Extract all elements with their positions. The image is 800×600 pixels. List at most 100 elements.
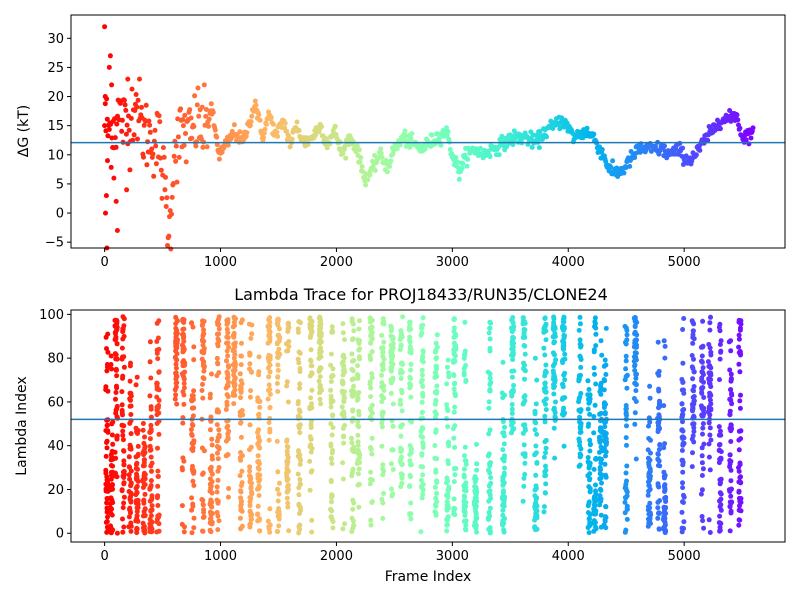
lambda-point bbox=[445, 461, 451, 467]
lambda-point bbox=[502, 392, 507, 398]
delta-g-point bbox=[359, 164, 365, 169]
delta-g-point bbox=[103, 193, 109, 199]
lambda-point bbox=[148, 414, 154, 420]
lambda-point bbox=[451, 372, 457, 378]
lambda-point bbox=[461, 474, 467, 480]
delta-g-point bbox=[429, 132, 435, 138]
lambda-point bbox=[486, 399, 492, 405]
delta-g-x-tick-label: 4000 bbox=[552, 255, 585, 270]
lambda-point bbox=[486, 451, 492, 457]
lambda-point bbox=[533, 472, 539, 478]
delta-g-point bbox=[261, 130, 267, 136]
lambda-point bbox=[718, 521, 724, 526]
lambda-point bbox=[501, 488, 506, 494]
lambda-point bbox=[209, 371, 214, 377]
lambda-point bbox=[237, 473, 243, 479]
lambda-point bbox=[718, 480, 723, 486]
delta-g-point bbox=[163, 174, 168, 180]
lambda-point bbox=[317, 323, 323, 329]
lambda-point bbox=[487, 336, 493, 342]
lambda-point bbox=[707, 320, 713, 326]
delta-g-point bbox=[102, 94, 108, 99]
delta-g-y-tick-label: 30 bbox=[47, 32, 64, 47]
lambda-point bbox=[296, 449, 302, 455]
lambda-point bbox=[128, 393, 134, 399]
lambda-point bbox=[623, 366, 629, 372]
lambda-point bbox=[133, 382, 139, 388]
lambda-point bbox=[154, 495, 160, 501]
delta-g-point bbox=[180, 117, 186, 123]
delta-g-y-tick-label: 5 bbox=[56, 177, 64, 192]
lambda-point bbox=[577, 337, 583, 343]
lambda-point bbox=[380, 500, 386, 506]
delta-g-point bbox=[705, 137, 711, 143]
lambda-point bbox=[201, 362, 207, 368]
lambda-point bbox=[120, 432, 126, 438]
lambda-point bbox=[543, 407, 549, 413]
lambda-point bbox=[532, 503, 538, 509]
lambda-point bbox=[521, 442, 527, 448]
lambda-point bbox=[112, 324, 118, 329]
lambda-point bbox=[340, 460, 346, 466]
delta-g-point bbox=[187, 107, 193, 113]
lambda-point bbox=[603, 362, 609, 368]
lambda-point bbox=[718, 449, 724, 455]
lambda-point bbox=[679, 457, 685, 463]
lambda-point bbox=[350, 321, 356, 327]
delta-g-point bbox=[296, 128, 302, 133]
lambda-point bbox=[191, 525, 197, 531]
lambda-point bbox=[718, 455, 724, 461]
lambda-point bbox=[446, 486, 452, 492]
lambda-point bbox=[434, 388, 440, 394]
lambda-point bbox=[349, 388, 354, 394]
lambda-point bbox=[367, 481, 373, 487]
lambda-point bbox=[593, 381, 599, 387]
lambda-point bbox=[225, 353, 231, 359]
lambda-point bbox=[284, 379, 290, 385]
lambda-point bbox=[208, 464, 214, 470]
lambda-point bbox=[603, 325, 609, 331]
lambda-point bbox=[577, 354, 583, 360]
lambda-point bbox=[173, 361, 179, 367]
lambda-point bbox=[381, 395, 387, 401]
lambda-point bbox=[593, 343, 599, 349]
lambda-point bbox=[502, 424, 507, 430]
lambda-point bbox=[180, 359, 186, 365]
lambda-point bbox=[390, 337, 396, 343]
lambda-x-tick-label: 3000 bbox=[436, 549, 469, 564]
lambda-point bbox=[591, 430, 597, 436]
lambda-point bbox=[463, 480, 469, 486]
lambda-point bbox=[121, 316, 127, 322]
lambda-point bbox=[113, 352, 119, 358]
lambda-point bbox=[603, 372, 609, 377]
delta-g-point bbox=[123, 131, 129, 137]
lambda-point bbox=[173, 392, 179, 398]
lambda-point bbox=[247, 499, 253, 505]
lambda-panel: Lambda Trace for PROJ18433/RUN35/CLONE24… bbox=[14, 285, 786, 585]
lambda-point bbox=[134, 471, 139, 477]
lambda-point bbox=[509, 346, 515, 352]
lambda-point bbox=[147, 436, 153, 442]
lambda-point bbox=[598, 338, 604, 344]
lambda-point bbox=[351, 523, 357, 529]
lambda-point bbox=[108, 523, 113, 529]
lambda-point bbox=[110, 419, 116, 425]
lambda-point bbox=[355, 471, 361, 477]
lambda-point bbox=[266, 437, 272, 443]
lambda-point bbox=[647, 512, 653, 518]
lambda-point bbox=[275, 374, 281, 380]
lambda-point bbox=[379, 424, 385, 430]
lambda-point bbox=[148, 454, 154, 460]
lambda-point bbox=[215, 498, 221, 504]
lambda-point bbox=[461, 372, 467, 378]
lambda-point bbox=[256, 484, 262, 490]
lambda-point bbox=[224, 340, 229, 346]
delta-g-point bbox=[114, 228, 120, 233]
lambda-point bbox=[319, 387, 324, 393]
delta-g-y-tick-label: −5 bbox=[45, 236, 64, 251]
lambda-point bbox=[380, 462, 386, 468]
delta-g-point bbox=[153, 143, 159, 149]
lambda-point bbox=[656, 484, 662, 490]
lambda-point bbox=[388, 368, 394, 374]
lambda-point bbox=[399, 408, 405, 414]
